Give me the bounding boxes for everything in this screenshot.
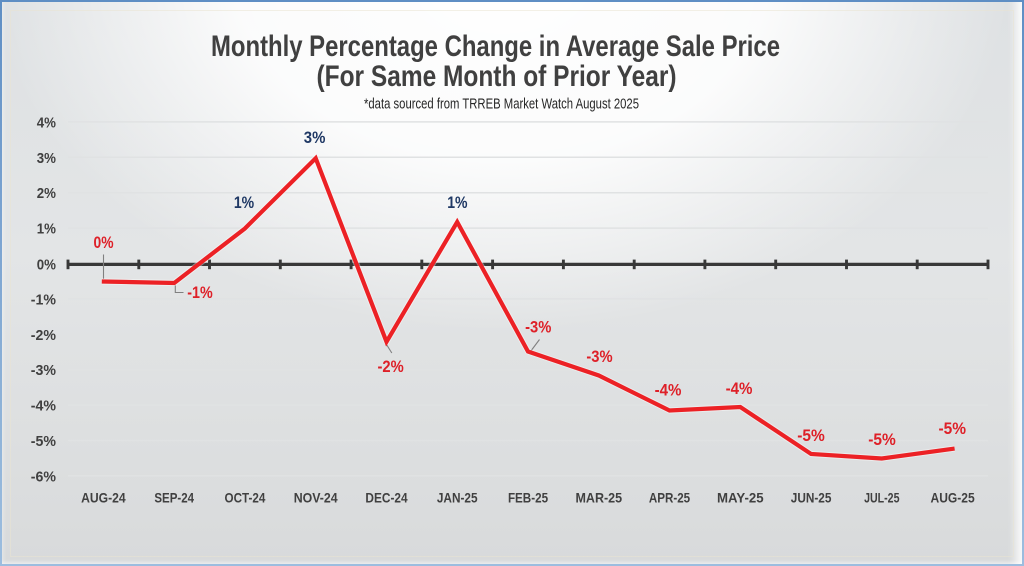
svg-text:-3%: -3% [525,318,551,337]
svg-text:APR-25: APR-25 [649,490,690,506]
svg-text:JUN-25: JUN-25 [791,490,832,506]
svg-text:-4%: -4% [726,379,753,398]
svg-text:3%: 3% [37,151,56,167]
svg-text:AUG-25: AUG-25 [931,490,975,506]
svg-text:AUG-24: AUG-24 [81,490,126,506]
svg-text:SEP-24: SEP-24 [154,490,194,506]
svg-text:-4%: -4% [655,381,682,400]
svg-text:(For Same Month of Prior Year): (For Same Month of Prior Year) [317,60,677,93]
svg-text:MAY-25: MAY-25 [717,490,764,506]
svg-text:3%: 3% [304,128,326,147]
svg-text:-5%: -5% [797,426,825,445]
svg-text:FEB-25: FEB-25 [508,490,548,506]
svg-text:NOV-24: NOV-24 [294,490,338,506]
svg-text:-5%: -5% [868,430,896,449]
svg-text:2%: 2% [37,186,56,202]
svg-text:JAN-25: JAN-25 [437,490,478,506]
svg-text:1%: 1% [234,193,254,212]
svg-text:-2%: -2% [378,357,404,376]
svg-text:-1%: -1% [31,292,56,308]
svg-text:-5%: -5% [938,419,966,438]
svg-text:-3%: -3% [586,347,612,366]
svg-text:0%: 0% [94,233,114,252]
svg-text:-5%: -5% [31,434,56,450]
svg-text:*data sourced from TRREB Marke: *data sourced from TRREB Market Watch Au… [364,97,639,113]
svg-text:-6%: -6% [31,469,56,485]
svg-text:0%: 0% [37,257,56,273]
svg-text:-3%: -3% [31,363,56,379]
svg-text:JUL-25: JUL-25 [864,490,900,506]
svg-text:DEC-24: DEC-24 [365,490,407,506]
svg-text:OCT-24: OCT-24 [225,490,266,506]
svg-text:1%: 1% [447,193,467,212]
svg-text:-2%: -2% [31,328,56,344]
svg-text:4%: 4% [37,115,56,131]
svg-text:MAR-25: MAR-25 [576,490,623,506]
svg-text:-4%: -4% [31,399,56,415]
svg-text:Monthly Percentage Change in A: Monthly Percentage Change in Average Sal… [211,30,780,63]
svg-text:-1%: -1% [187,283,212,302]
svg-text:1%: 1% [37,222,56,238]
